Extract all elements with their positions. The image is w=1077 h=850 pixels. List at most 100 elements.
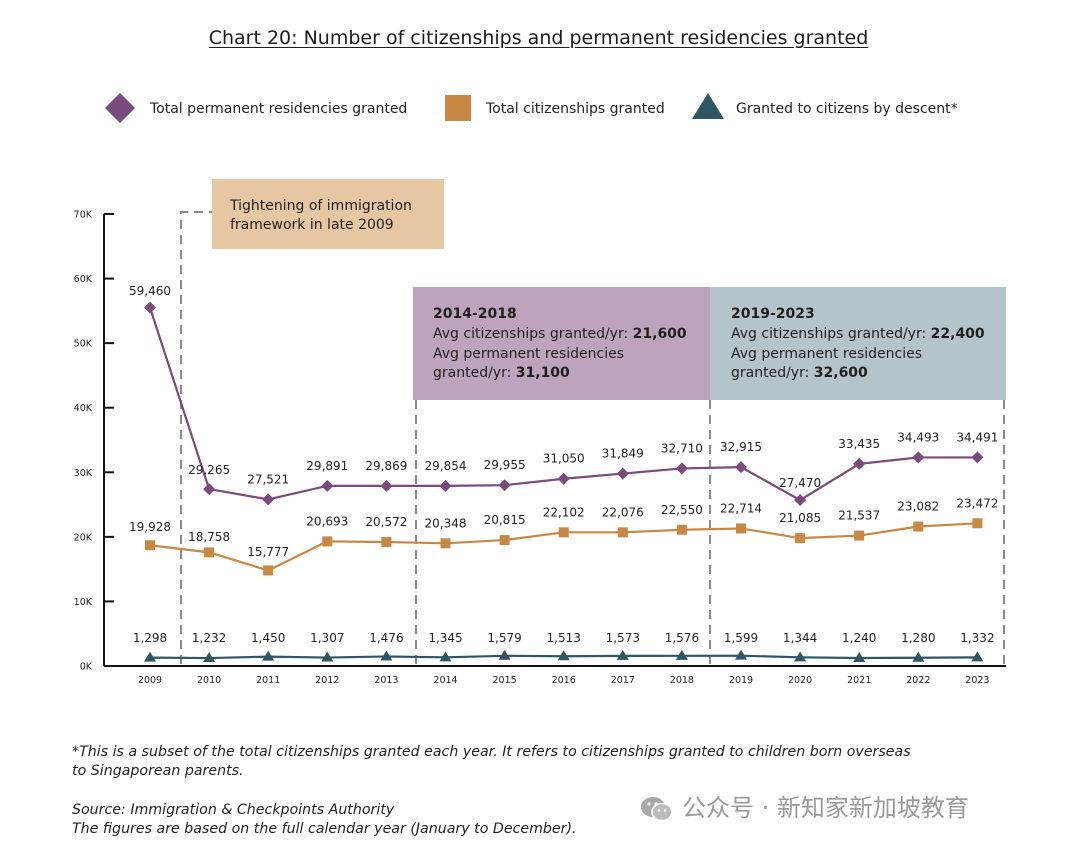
data-labels: 59,460 29,265 27,521 29,891 29,869 29,854 29,9… — [129, 284, 998, 645]
chart-title: Chart 20: Number of citizenships and per… — [208, 27, 869, 49]
y-tick-label: 20K — [74, 532, 93, 543]
descent-data-label: 1,298 — [133, 631, 167, 645]
pr-data-label: 31,849 — [602, 447, 644, 461]
period2-pr-avg-text: granted/yr: — [731, 365, 814, 381]
citizenship-data-label: 20,815 — [484, 513, 526, 527]
pr-point — [203, 483, 216, 496]
citizenship-data-label: 20,572 — [365, 515, 407, 529]
descent-data-label: 1,332 — [960, 631, 994, 645]
pr-point — [971, 451, 984, 464]
period2-citizenship-avg-value: 22,400 — [931, 326, 985, 342]
descent-point — [735, 649, 747, 660]
pr-point — [380, 479, 393, 492]
x-tick-label: 2019 — [729, 675, 753, 686]
descent-point — [262, 650, 275, 661]
pr-point — [498, 479, 511, 492]
x-tick-label: 2023 — [965, 675, 989, 686]
citizenship-data-label: 20,348 — [425, 516, 467, 530]
annotation-backgrounds: Tightening of immigration framework in la… — [180, 179, 1006, 664]
descent-data-label: 1,345 — [428, 631, 462, 645]
period2-pr-avg-value: 32,600 — [814, 365, 868, 381]
pr-point — [557, 472, 570, 485]
citizenship-point — [913, 521, 924, 532]
descent-data-label: 1,599 — [724, 631, 758, 645]
citizenship-point — [676, 524, 687, 535]
period1-pr-avg-text: granted/yr: — [433, 365, 516, 381]
x-tick-label: 2013 — [374, 675, 398, 686]
citizenship-point — [972, 518, 983, 529]
pr-data-label: 32,915 — [720, 440, 762, 454]
citizenship-data-label: 21,085 — [779, 511, 821, 525]
descent-point — [853, 651, 866, 662]
period1-citizenship-avg-value: 21,600 — [633, 326, 687, 342]
pr-point — [912, 451, 925, 464]
pr-data-label: 29,891 — [306, 459, 348, 473]
pr-data-label: 27,470 — [779, 476, 821, 490]
pr-point — [321, 479, 334, 492]
pr-data-label: 32,710 — [661, 441, 703, 455]
legend-label: Total citizenships granted — [485, 101, 665, 117]
period2-citizenship-avg: Avg citizenships granted/yr: 22,400 — [731, 326, 985, 342]
citizenship-data-label: 22,550 — [661, 503, 703, 517]
period2-heading: 2019-2023 — [731, 306, 815, 322]
x-tick-label: 2011 — [256, 675, 280, 686]
period1-citizenship-avg-text: Avg citizenships granted/yr: — [433, 326, 633, 342]
descent-data-label: 1,307 — [310, 631, 344, 645]
descent-data-label: 1,513 — [547, 631, 581, 645]
citizenship-point — [499, 535, 510, 546]
period1-pr-avg-line: Avg permanent residencies — [433, 346, 624, 362]
descent-data-label: 1,579 — [487, 631, 521, 645]
pr-data-label: 31,050 — [543, 452, 585, 466]
pr-data-label: 29,265 — [188, 463, 230, 477]
descent-data-label: 1,232 — [192, 631, 226, 645]
descent-point — [498, 649, 511, 660]
x-tick-label: 2015 — [493, 675, 517, 686]
citizenship-point — [145, 540, 155, 551]
descent-data-label: 1,240 — [842, 631, 876, 645]
citizenship-point — [558, 527, 569, 538]
x-tick-label: 2017 — [611, 675, 635, 686]
citizenship-data-label: 22,714 — [720, 501, 762, 515]
annotation-period1-box — [413, 287, 710, 400]
y-tick-label: 60K — [74, 274, 93, 285]
x-tick-label: 2014 — [433, 675, 457, 686]
footnote-line-2: to Singaporean parents. — [72, 763, 244, 779]
legend-diamond-icon — [105, 93, 135, 123]
annotation-tightening-box — [212, 179, 444, 249]
descent-data-label: 1,476 — [369, 631, 403, 645]
pr-data-label: 59,460 — [129, 284, 171, 298]
x-tick-label: 2010 — [197, 675, 221, 686]
descent-point — [675, 649, 688, 660]
citizenship-point — [440, 538, 451, 549]
pr-data-label: 34,491 — [956, 430, 998, 444]
y-tick-label: 50K — [74, 339, 93, 350]
descent-data-label: 1,576 — [665, 631, 699, 645]
wechat-icon — [641, 797, 673, 822]
annotation-period2-box — [710, 287, 1006, 400]
x-tick-label: 2021 — [847, 675, 871, 686]
descent-point — [203, 652, 216, 663]
descent-data-label: 1,450 — [251, 631, 285, 645]
legend-square-icon — [445, 95, 471, 121]
period2-pr-avg-line: Avg permanent residencies — [731, 346, 922, 362]
period2-citizenship-avg-text: Avg citizenships granted/yr: — [731, 326, 931, 342]
citizenship-point — [854, 530, 865, 541]
pr-point — [262, 493, 275, 506]
pr-point — [794, 494, 807, 507]
x-tick-label: 2016 — [552, 675, 576, 686]
citizenship-data-label: 23,472 — [956, 496, 998, 510]
descent-data-label: 1,280 — [901, 631, 935, 645]
x-tick-label: 2018 — [670, 675, 694, 686]
legend-label: Total permanent residencies granted — [149, 101, 407, 117]
legend-label: Granted to citizens by descent* — [736, 101, 958, 117]
citizenship-data-label: 18,758 — [188, 530, 230, 544]
legend: Total permanent residencies granted Total… — [105, 93, 958, 123]
pr-point — [616, 467, 629, 480]
citizenship-point — [736, 523, 746, 534]
citizenship-point — [322, 536, 333, 547]
pr-point — [144, 301, 156, 314]
annotation-tightening-line-2: framework in late 2009 — [230, 217, 394, 233]
pr-data-label: 33,435 — [838, 437, 880, 451]
source-note: Source: Immigration & Checkpoints Author… — [72, 801, 577, 839]
